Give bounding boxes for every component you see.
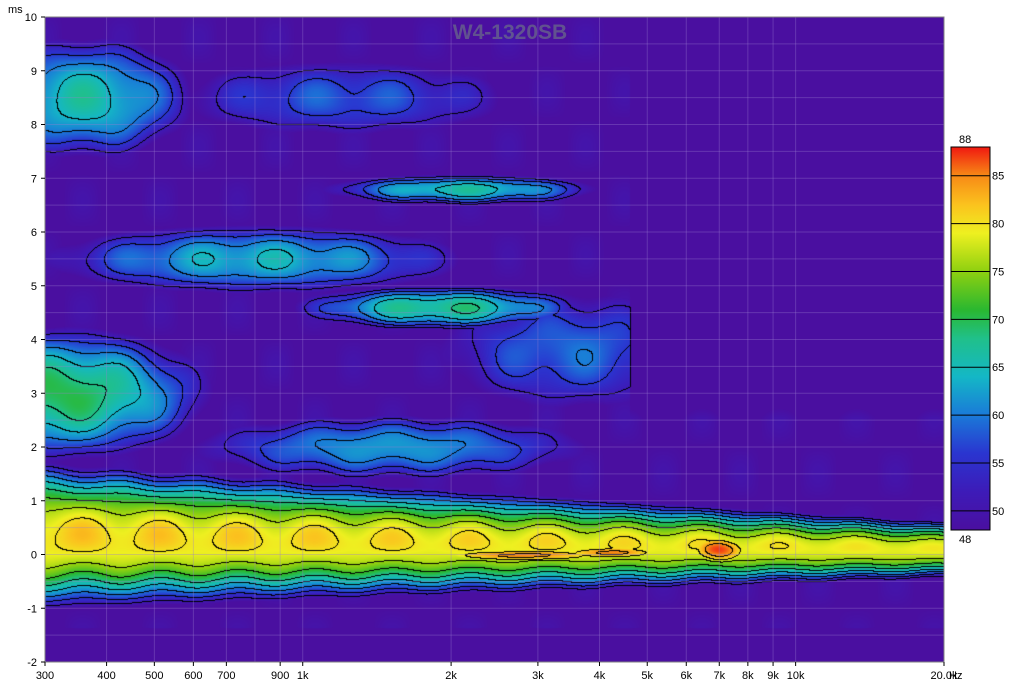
x-tick-label: 700 [217, 670, 235, 682]
chart-title: W4-1320SB [453, 21, 567, 44]
y-tick-label: 4 [31, 335, 37, 347]
x-tick-label: 20.0k [931, 670, 958, 682]
y-tick-label: 7 [31, 173, 37, 185]
colorbar-ticks: 50 55 60 65 70 75 80 85 88 48 [951, 134, 1004, 546]
x-tick-label: 8k [742, 670, 754, 682]
x-unit-label: Hz [949, 670, 962, 682]
y-tick-label: 6 [31, 227, 37, 239]
y-tick-label: 5 [31, 281, 37, 293]
colorbar-tick-label: 55 [992, 458, 1004, 470]
x-tick-label: 2k [445, 670, 457, 682]
x-tick-label: 600 [184, 670, 202, 682]
x-tick-label: 5k [641, 670, 653, 682]
x-tick-label: 6k [680, 670, 692, 682]
colorbar: 50 55 60 65 70 75 80 85 88 48 [950, 134, 1004, 546]
y-unit-label: ms [8, 4, 23, 16]
x-tick-label: 1k [297, 670, 309, 682]
colorbar-gradient [950, 146, 991, 531]
colorbar-tick-label: 80 [992, 219, 1004, 231]
y-tick-label: 2 [31, 442, 37, 454]
y-tick-label: 1 [31, 496, 37, 508]
colorbar-min-label: 48 [959, 534, 971, 546]
y-axis-ticks: -2 -1 0 1 2 3 4 5 6 7 8 9 10 [25, 12, 45, 669]
x-tick-label: 10k [787, 670, 805, 682]
y-tick-label: 9 [31, 66, 37, 78]
colorbar-tick-label: 70 [992, 314, 1004, 326]
colorbar-tick-label: 75 [992, 266, 1004, 278]
x-tick-label: 4k [594, 670, 606, 682]
x-tick-label: 400 [97, 670, 115, 682]
colorbar-tick-label: 50 [992, 506, 1004, 518]
x-tick-label: 3k [532, 670, 544, 682]
colorbar-tick-label: 85 [992, 171, 1004, 183]
colorbar-tick-label: 60 [992, 410, 1004, 422]
y-tick-label: 3 [31, 388, 37, 400]
x-tick-label: 9k [767, 670, 779, 682]
colorbar-max-label: 88 [959, 134, 971, 146]
x-tick-label: 300 [36, 670, 54, 682]
y-tick-label: 10 [25, 12, 37, 24]
x-tick-label: 500 [145, 670, 163, 682]
y-tick-label: -2 [27, 657, 37, 669]
x-tick-label: 900 [271, 670, 289, 682]
colorbar-tick-label: 65 [992, 362, 1004, 374]
y-tick-label: -1 [27, 603, 37, 615]
x-axis-ticks: 300 400 500 600 700 900 1k 2k 3k 4k 5k 6k 7k 8k 9k 10k 2… [36, 662, 958, 682]
y-tick-label: 8 [31, 120, 37, 132]
y-tick-label: 0 [31, 550, 37, 562]
x-tick-label: 7k [713, 670, 725, 682]
heatmap-image [45, 17, 944, 662]
